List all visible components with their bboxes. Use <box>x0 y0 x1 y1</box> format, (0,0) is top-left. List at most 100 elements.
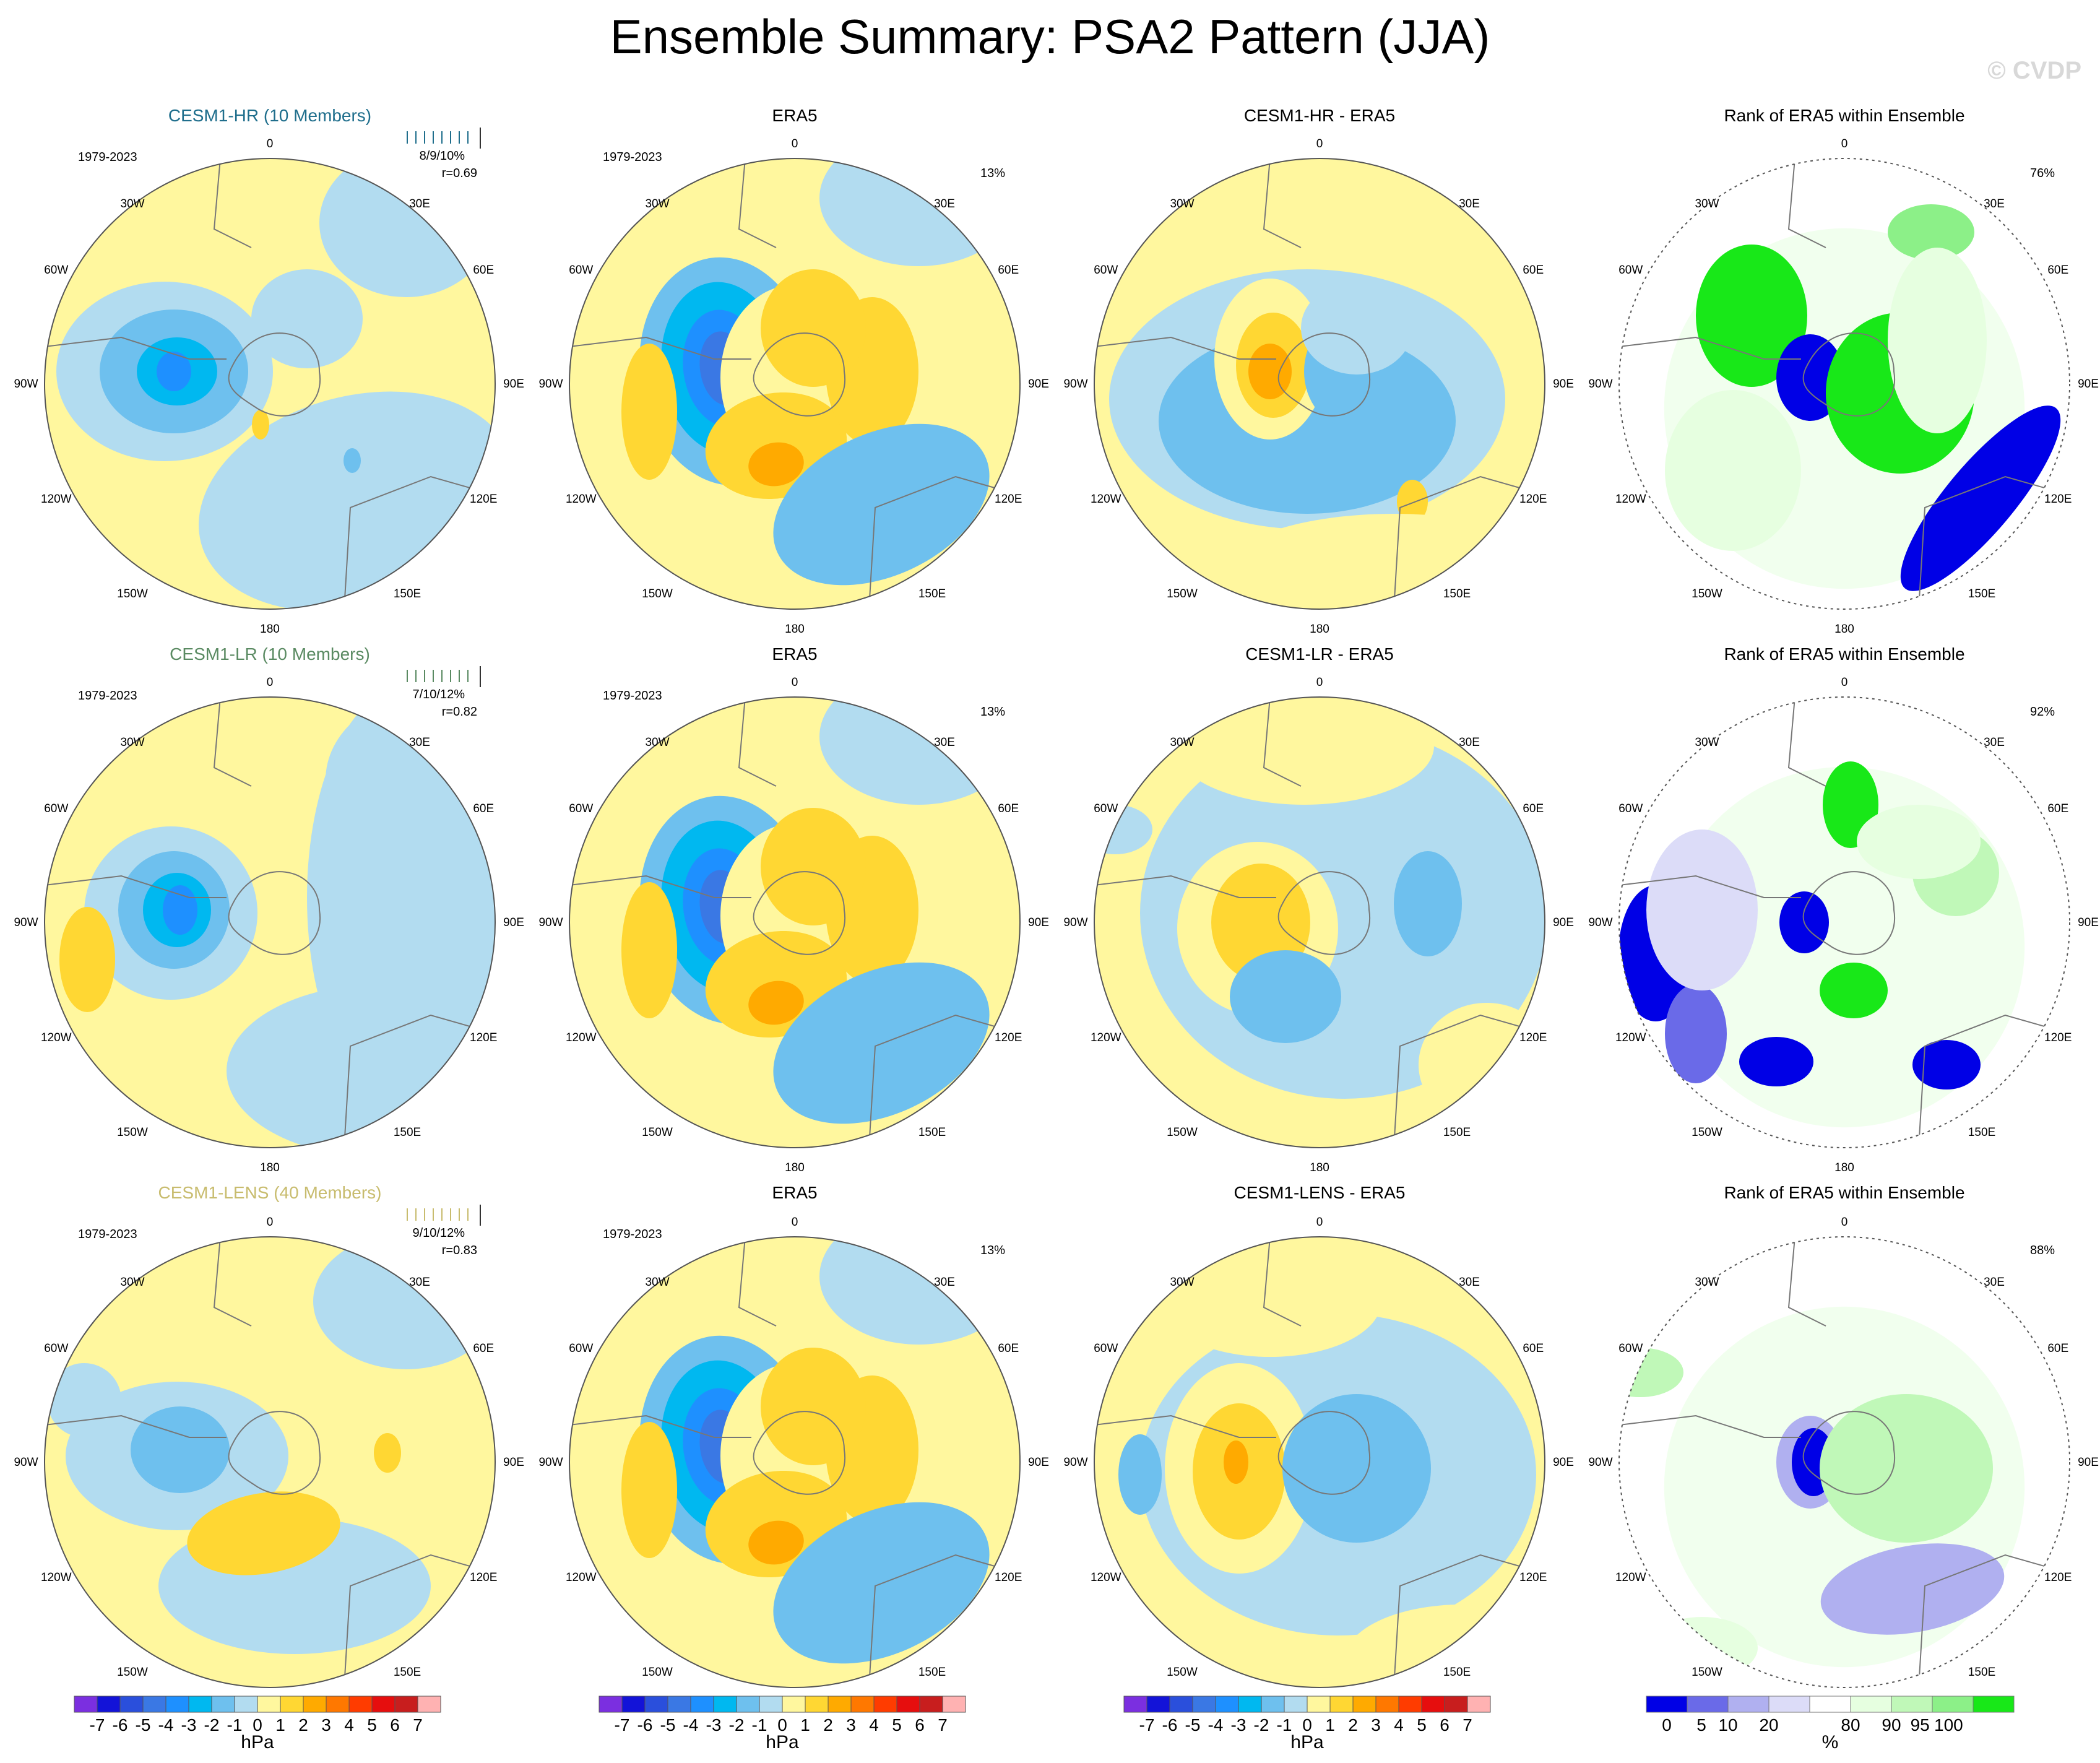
colorbar-tick-label: -2 <box>204 1715 220 1735</box>
obs-panel-title: ERA5 <box>772 1183 817 1202</box>
colorbar-swatch <box>644 1696 668 1713</box>
contour-region <box>1820 1394 1993 1543</box>
longitude-label: 30W <box>1170 736 1194 749</box>
contour-region <box>1118 1434 1162 1515</box>
longitude-label: 60W <box>1094 1342 1118 1355</box>
colorbar-tick-label: 4 <box>869 1715 879 1735</box>
colorbar-tick-label: 4 <box>1394 1715 1404 1735</box>
longitude-label: 30W <box>1170 1276 1194 1289</box>
antarctica-outline <box>228 332 321 417</box>
longitude-label: 120W <box>566 493 597 506</box>
antarctica-outline <box>753 1411 846 1495</box>
copyright-watermark: © CVDP <box>1987 57 2081 84</box>
colorbar-swatch <box>805 1696 829 1713</box>
colorbar-tick-label: -1 <box>227 1715 243 1735</box>
longitude-label: 90E <box>2078 916 2099 929</box>
longitude-label: 30W <box>1695 1276 1719 1289</box>
model-years: 1979-2023 <box>78 150 137 164</box>
colorbar-swatch <box>896 1696 920 1713</box>
longitude-label: 150W <box>117 587 148 600</box>
colorbar-tick-label: 90 <box>1882 1715 1901 1735</box>
longitude-label: 0 <box>792 137 798 150</box>
longitude-label: 60W <box>1618 802 1643 815</box>
antarctica-outline <box>228 1411 321 1495</box>
colorbar-tick-label: -7 <box>1139 1715 1155 1735</box>
longitude-label: 60E <box>998 802 1019 815</box>
longitude-label: 90W <box>538 378 563 391</box>
rank-pct-within: 76% <box>2030 167 2055 180</box>
diff-panel-title: CESM1-LENS - ERA5 <box>1234 1183 1406 1202</box>
colorbar-tick-label: 2 <box>298 1715 308 1735</box>
colorbar-tick-label: 5 <box>1417 1715 1427 1735</box>
longitude-label: 120W <box>41 1031 72 1044</box>
contour-region <box>1159 1245 1381 1357</box>
colorbar-tick-label: 1 <box>1325 1715 1335 1735</box>
colorbar-swatch <box>97 1696 121 1713</box>
longitude-label: 120E <box>2044 1571 2072 1584</box>
colorbar-swatch <box>919 1696 943 1713</box>
model-pattern-correlation: r=0.69 <box>442 167 477 180</box>
longitude-label: 150W <box>642 1666 673 1679</box>
longitude-label: 120W <box>41 493 72 506</box>
australia-outline <box>1918 1554 2049 1687</box>
longitude-label: 90W <box>1588 916 1612 929</box>
australia-outline <box>1393 1014 1524 1148</box>
colorbar-tick-label: -1 <box>752 1715 767 1735</box>
africa-outline <box>738 1237 777 1327</box>
colorbar-swatch <box>257 1696 281 1713</box>
longitude-label: 150W <box>1167 1666 1198 1679</box>
longitude-label: 150E <box>394 1666 421 1679</box>
longitude-label: 90W <box>1063 1456 1087 1469</box>
colorbar-tick-label: 100 <box>1934 1715 1963 1735</box>
colorbar-hpa-2: -7 -6 -5 -4 -3 -2 -1 0 1 2 3 4 5 6 7 hPa <box>1123 1696 1491 1752</box>
colorbar-swatch <box>394 1696 418 1713</box>
colorbar-tick-label: -5 <box>660 1715 676 1735</box>
colorbar-swatch <box>1146 1696 1170 1713</box>
colorbar-swatch <box>417 1696 441 1713</box>
colorbar-tick-label: -1 <box>1277 1715 1292 1735</box>
colorbar-tick-label: 95 <box>1911 1715 1930 1735</box>
longitude-label: 30W <box>120 197 144 210</box>
colorbar-tick-label: 5 <box>1696 1715 1706 1735</box>
obs-pct-variance: 13% <box>980 1244 1005 1257</box>
contour-region <box>761 269 866 387</box>
longitude-label: 90E <box>1553 916 1574 929</box>
colorbar-swatch <box>850 1696 875 1713</box>
model-years: 1979-2023 <box>78 1228 137 1241</box>
longitude-label: 90W <box>14 378 38 391</box>
map-boundary <box>1618 696 2070 1148</box>
colorbar-swatch <box>142 1696 166 1713</box>
longitude-label: 150W <box>117 1126 148 1139</box>
australia-outline <box>1918 1014 2049 1148</box>
longitude-label: 180 <box>260 1161 280 1174</box>
longitude-label: 150W <box>117 1666 148 1679</box>
contour-region <box>1174 697 1434 805</box>
colorbar-swatch <box>348 1696 373 1713</box>
map-boundary <box>44 158 496 610</box>
colorbar-units: % <box>1822 1732 1839 1752</box>
colorbar-swatch <box>1809 1696 1851 1713</box>
australia-outline <box>344 1014 475 1148</box>
africa-outline <box>213 697 252 787</box>
contour-region <box>621 1422 677 1558</box>
longitude-label: 0 <box>1841 1216 1848 1229</box>
longitude-label: 120W <box>41 1571 72 1584</box>
longitude-label: 0 <box>792 676 798 689</box>
south-america-outline <box>569 875 751 898</box>
longitude-label: 30W <box>1170 197 1194 210</box>
longitude-label: 150W <box>642 1126 673 1139</box>
colorbar-swatch <box>1123 1696 1147 1713</box>
longitude-label: 30E <box>1984 197 2005 210</box>
south-america-outline <box>1619 1414 1801 1438</box>
longitude-label: 90E <box>1028 1456 1049 1469</box>
colorbar-swatch <box>280 1696 304 1713</box>
colorbar-swatch <box>74 1696 98 1713</box>
longitude-label: 150E <box>918 1126 946 1139</box>
longitude-label: 120W <box>1091 493 1121 506</box>
colorbar-swatch <box>1238 1696 1262 1713</box>
contour-region <box>1227 514 1545 609</box>
longitude-label: 60E <box>998 1342 1019 1355</box>
